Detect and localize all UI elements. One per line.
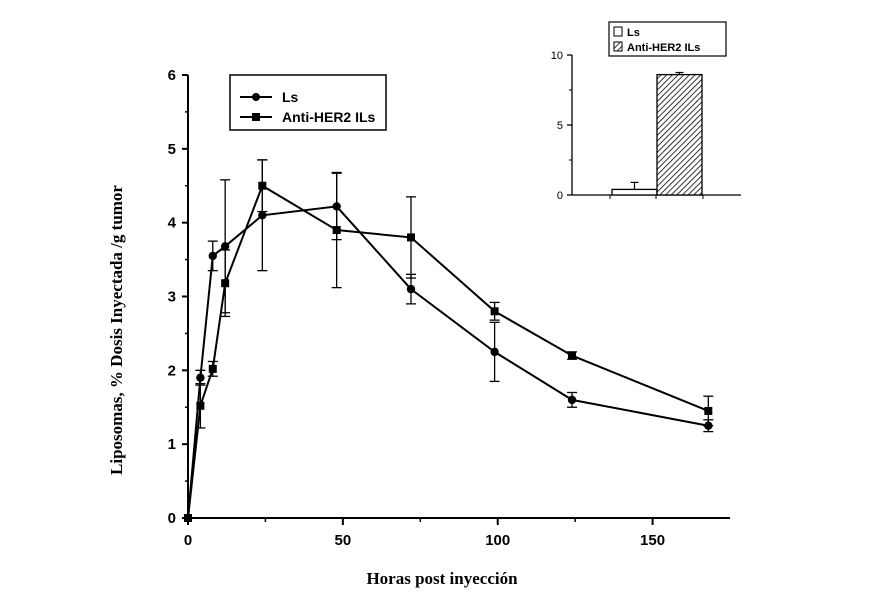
main-legend: Ls Anti-HER2 ILs <box>229 74 387 131</box>
data-point-anti-her2 <box>332 226 341 235</box>
x-tick-label: 100 <box>485 532 510 549</box>
y-tick-label: 4 <box>168 215 177 232</box>
legend-label-anti-her2: Anti-HER2 ILs <box>282 109 376 125</box>
legend-marker-anti-her2 <box>252 113 260 121</box>
y-tick-label: 5 <box>168 141 176 158</box>
data-point-ls <box>208 251 217 261</box>
y-tick-label: 3 <box>168 289 176 306</box>
y-axis-title: Liposomas, % Dosis Inyectada /g tumor <box>107 185 126 475</box>
data-point-ls <box>567 395 577 405</box>
main-series-group <box>183 159 714 523</box>
inset-y-tick-label: 10 <box>551 50 563 62</box>
data-point-anti-her2 <box>196 401 205 410</box>
data-point-ls <box>196 373 205 382</box>
inset-y-tick-label: 0 <box>557 190 563 202</box>
data-point-anti-her2 <box>568 351 577 360</box>
data-point-ls <box>490 347 499 357</box>
x-tick-label: 150 <box>640 532 665 549</box>
inset-legend-label-anti-her2: Anti-HER2 ILs <box>627 42 700 54</box>
data-point-anti-her2 <box>704 406 713 415</box>
data-point-anti-her2 <box>221 279 230 288</box>
inset-legend-swatch-anti-her2 <box>613 41 623 52</box>
inset-legend-label-ls: Ls <box>627 27 640 39</box>
data-point-anti-her2 <box>258 181 267 190</box>
data-point-anti-her2 <box>490 307 499 316</box>
legend-marker-ls <box>252 93 260 101</box>
x-tick-label: 50 <box>335 532 352 549</box>
x-axis-title: Horas post inyección <box>366 569 518 588</box>
y-tick-label: 6 <box>168 67 176 84</box>
inset-bar-ls <box>611 188 658 196</box>
inset-bar-chart: 0 5 10 <box>551 50 741 202</box>
data-point-ls <box>258 211 267 220</box>
series-line-anti-her2 <box>187 184 709 519</box>
inset-legend: Ls Anti-HER2 ILs <box>608 21 727 57</box>
y-tick-label: 2 <box>168 362 176 379</box>
inset-legend-box <box>608 21 727 57</box>
y-tick-label: 0 <box>168 510 176 527</box>
inset-y-tick-label: 5 <box>557 120 563 132</box>
x-tick-label: 0 <box>184 532 192 549</box>
y-tick-label: 1 <box>168 436 176 453</box>
series-line-ls <box>187 205 709 519</box>
inset-bar-anti-her2 <box>656 73 703 196</box>
data-point-anti-her2 <box>406 233 415 242</box>
data-point-anti-her2 <box>184 514 192 522</box>
data-point-anti-her2 <box>208 364 217 373</box>
legend-label-ls: Ls <box>282 89 299 105</box>
data-point-ls <box>406 284 416 294</box>
inset-legend-swatch-ls <box>613 26 623 37</box>
data-point-ls <box>220 242 230 251</box>
